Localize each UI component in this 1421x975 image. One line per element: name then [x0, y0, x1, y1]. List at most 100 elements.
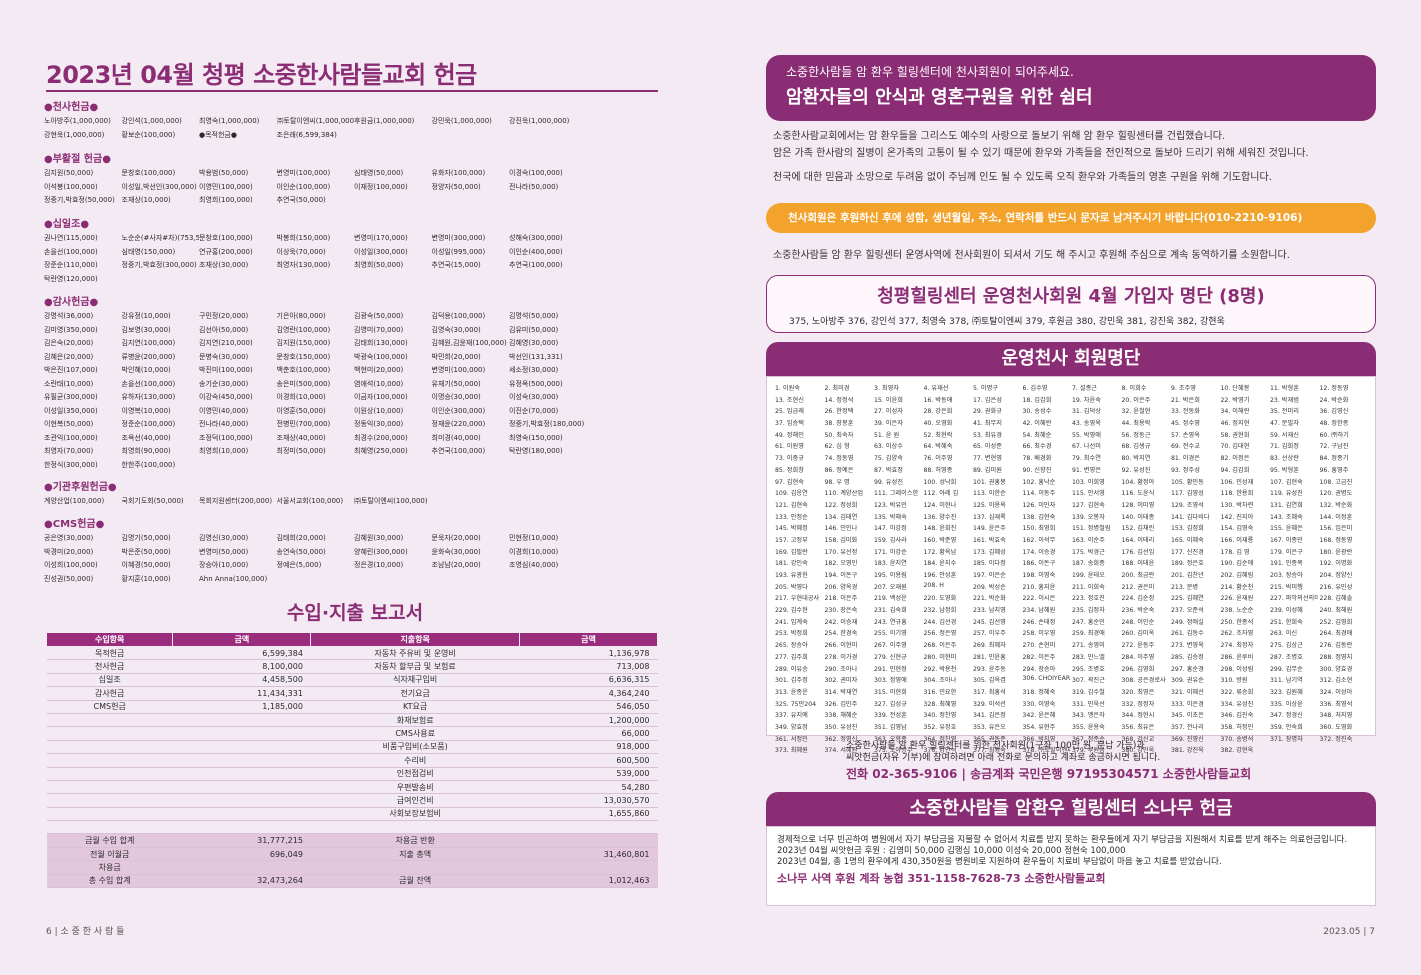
member-entry: 22. 박영기: [1220, 396, 1250, 404]
member-entry: 137. 심재록: [973, 513, 1006, 521]
offering-entry: 이원상(10,000): [354, 406, 404, 415]
member-entry: 74. 정동영: [824, 455, 854, 463]
offering-entry: 한정식(300,000): [44, 460, 98, 469]
report-cell: 54,280: [519, 780, 658, 795]
member-entry: 143. 조혜숙: [1270, 513, 1303, 521]
member-entry: 346. 김진숙: [1220, 712, 1254, 720]
section-entries: 강명석(36,000) 강유정(10,000) 구민정(20,000) 기은아(80,…: [44, 310, 664, 472]
offering-entry: 최혜영(250,000): [354, 447, 408, 455]
report-row: 전월 이월금 696,049 지출 총액 31,460,801: [46, 847, 658, 862]
member-entry: 224. 김순정: [1121, 595, 1155, 603]
report-cell: 자동차 할부금 및 보험료: [310, 659, 520, 674]
member-entry: 25. 임금례: [775, 408, 804, 416]
member-entry: 220. 도영화: [923, 595, 957, 603]
offering-entry: 한한주(100,000): [121, 460, 176, 469]
report-cell: [172, 807, 311, 822]
offering-entry: 장준순(110,000): [44, 261, 98, 269]
member-entry: 293. 윤주동: [973, 665, 1006, 673]
report-cell: 목적헌금: [46, 646, 173, 661]
offering-entry: 김지원(50,000): [44, 169, 94, 177]
report-cell: 696,049: [172, 847, 311, 862]
offering-entry: 최영자(130,000): [276, 261, 331, 269]
angel-member-banner: 소중한사람들 암 환우 힐링센터에 천사회원이 되어주세요. 암환자들의 안식과…: [766, 55, 1376, 121]
member-entry: 372. 정진숙: [1319, 735, 1353, 743]
member-entry: 37. 임승택: [775, 420, 804, 428]
member-entry: 181. 강인숙: [775, 560, 808, 568]
sonamu-seed-offering: 2023년 04월 씨앗헌금 후원 : 김영미 50,000 김행심 10,00…: [777, 846, 1126, 856]
member-entry: 332. 정정자: [1121, 700, 1155, 708]
offering-entry: 추연국(50,000): [276, 196, 326, 204]
offering-section: ●십일조● 권나연(115,000) 노순순(#사자#자)(753,500)문창호(…: [44, 215, 664, 286]
offering-entry: 이금자(100,000): [354, 393, 408, 401]
offering-entry: 추연국(15,000): [431, 261, 481, 269]
intro-line-2: 암은 가족 한사람의 질병이 온가족의 고통이 될 수 있기 때문에 환우와 가…: [773, 148, 1309, 159]
offering-entry: 박민희(20,000): [431, 352, 481, 361]
member-entry: 349. 양효정: [775, 723, 808, 731]
member-entry: 223. 정호진: [1072, 595, 1105, 603]
report-cell: 차용금: [46, 860, 173, 875]
sonamu-account: 소나무 사역 후원 계좌 농협 351-1158-7628-73 소중한사람들교…: [777, 872, 1106, 885]
offering-entry: 최영숙(1,000,000): [199, 117, 260, 125]
member-entry: 24. 박순화: [1319, 396, 1349, 404]
member-entry: 54. 최혜순: [1022, 431, 1052, 439]
offering-entry: 강인석(1,000,000): [121, 117, 182, 125]
member-entry: 231. 김숙희: [874, 607, 907, 615]
member-entry: 337. 유지예: [775, 712, 808, 720]
sonamu-description: 경제적으로 너무 빈곤하여 병원에서 자기 부담금을 지불할 수 없어서 치료를…: [777, 835, 1348, 845]
member-entry: 93. 정주성: [1171, 466, 1200, 474]
member-entry: 284. 이주영: [1121, 653, 1155, 661]
offering-entry: 후원금(1,000,000): [354, 117, 415, 125]
member-entry: 23. 박재범: [1270, 396, 1299, 404]
section-title: ●CMS헌금●: [44, 519, 105, 530]
member-entry: 242. 이승재: [824, 618, 858, 626]
member-entry: 68. 김생규: [1121, 443, 1151, 451]
member-entry: 359. 안숙희: [1270, 723, 1303, 731]
offering-entry: 목회지원센터(200,000): [199, 497, 273, 505]
member-entry: 280. 이현미: [923, 653, 957, 661]
offering-entry: 조영심(40,000): [509, 561, 559, 569]
member-entry: 128. 이미영: [1121, 501, 1155, 509]
offering-entry: [587, 432, 665, 446]
member-entry: 182. 오영민: [824, 560, 858, 568]
offering-entry: 공은영(30,000): [44, 534, 94, 542]
offering-entry: 박봉희(150,000): [276, 234, 331, 242]
section-entries: 김지원(50,000) 문창호(100,000) 박용범(50,000) 변영미(10…: [44, 167, 664, 208]
member-entry: 252. 김영희: [1319, 618, 1353, 626]
member-entry: 305. 김옥겸: [973, 677, 1006, 685]
report-cell: [172, 726, 311, 741]
offering-entry: 강유정(10,000): [121, 312, 171, 320]
member-entry: 64. 박혜숙: [923, 443, 953, 451]
offering-entry: 변영미(100,000): [276, 169, 331, 177]
offering-entry: [587, 115, 665, 129]
member-entry: 369. 진영신: [1171, 735, 1204, 743]
offering-entry: 최영희(10,000): [199, 447, 249, 455]
member-entry: 268. 이은주: [923, 642, 957, 650]
member-entry: 60. ㈜하기: [1319, 431, 1349, 439]
member-entry: 32. 윤철현: [1121, 408, 1151, 416]
offering-entry: 이성일,박선인(300,000): [121, 182, 197, 191]
member-entry: 279. 신현규: [874, 653, 907, 661]
member-entry: 72. 구남진: [1319, 443, 1349, 451]
member-entry: 81. 이경은: [1171, 455, 1200, 463]
member-entry: 87. 박효정: [874, 466, 903, 474]
member-entry: 180. 윤광란: [1319, 548, 1353, 556]
member-entry: 110. 계양산업: [824, 490, 864, 498]
member-entry: 216. 유민성: [1319, 583, 1353, 591]
report-row: 총 수입 합계 32,473,264 금월 잔액 1,012,463: [46, 874, 658, 889]
member-entry: 331. 민욱선: [1072, 700, 1105, 708]
member-entry: 251. 한희숙: [1270, 618, 1303, 626]
member-entry: 206. 양옥경: [824, 583, 858, 591]
section-title: ●감사헌금●: [44, 297, 99, 308]
report-cell: CMS사용료: [310, 726, 520, 741]
offering-entry: [587, 324, 665, 338]
member-entry: 127. 김현숙: [1072, 501, 1105, 509]
member-entry: 129. 조영석: [1171, 501, 1204, 509]
member-entry: 171. 이강순: [874, 548, 907, 556]
offering-entry: 강진욱(1,000,000): [509, 117, 570, 125]
member-entry: 47. 문필자: [1270, 420, 1299, 428]
offering-entry: 이영민(100,000): [199, 182, 253, 191]
offering-entry: 이석봉(100,000): [44, 182, 98, 191]
report-cell: 천사헌금: [46, 659, 173, 674]
report-cell: [46, 780, 173, 795]
offering-entry: 조옥선(40,000): [121, 433, 171, 442]
